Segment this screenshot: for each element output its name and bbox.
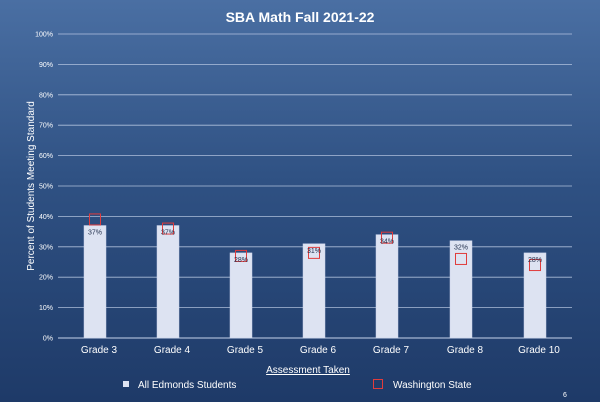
- x-axis-title: Assessment Taken: [266, 365, 350, 376]
- y-tick-label: 10%: [39, 305, 53, 312]
- y-tick-label: 70%: [39, 123, 53, 130]
- category-label: Grade 6: [300, 345, 337, 356]
- data-label: 28%: [528, 257, 542, 264]
- y-tick-labels: 0% 10% 20% 30% 40% 50% 60% 70% 80% 90% 100%: [35, 32, 53, 343]
- y-tick-label: 50%: [39, 184, 53, 191]
- bar: [375, 234, 399, 339]
- bar: [523, 252, 547, 339]
- legend-swatch-edmonds: [123, 381, 129, 387]
- bar: [156, 225, 180, 339]
- state-marker: [529, 259, 541, 272]
- data-label: 37%: [161, 230, 175, 237]
- y-tick-label: 90%: [39, 62, 53, 69]
- state-markers: [89, 213, 541, 272]
- category-labels: Grade 3 Grade 4 Grade 5 Grade 6 Grade 7 Grade…: [81, 345, 560, 356]
- state-marker: [235, 249, 247, 262]
- state-marker: [455, 252, 467, 265]
- data-label: 28%: [234, 257, 248, 264]
- data-label: 31%: [307, 248, 321, 255]
- y-tick-label: 0%: [43, 336, 53, 343]
- bar: [302, 243, 326, 339]
- page-number: 6: [563, 392, 567, 399]
- state-marker: [162, 222, 174, 235]
- y-tick-label: 80%: [39, 92, 53, 99]
- category-label: Grade 10: [518, 345, 560, 356]
- state-marker: [89, 213, 101, 226]
- data-label: 32%: [454, 245, 468, 252]
- category-label: Grade 4: [154, 345, 191, 356]
- y-tick-label: 40%: [39, 214, 53, 221]
- bar: [83, 225, 107, 339]
- state-marker: [381, 231, 393, 244]
- y-axis-title: Percent of Students Meeting Standard: [26, 101, 37, 271]
- category-label: Grade 5: [227, 345, 264, 356]
- gridlines: [58, 33, 572, 339]
- data-label: 37%: [88, 230, 102, 237]
- y-tick-label: 60%: [39, 153, 53, 160]
- legend-swatch-state: [373, 379, 383, 389]
- state-marker: [308, 246, 320, 259]
- category-label: Grade 7: [373, 345, 410, 356]
- category-label: Grade 8: [447, 345, 484, 356]
- y-tick-label: 20%: [39, 275, 53, 282]
- bar: [229, 252, 253, 339]
- data-label: 34%: [380, 239, 394, 246]
- bars: [83, 225, 547, 339]
- legend-label-state: Washington State: [393, 380, 472, 391]
- y-tick-label: 30%: [39, 244, 53, 251]
- bar: [449, 240, 473, 339]
- y-tick-label: 100%: [35, 32, 53, 39]
- data-labels: 37% 37% 28% 31% 34% 32% 28%: [88, 230, 542, 264]
- chart-title: SBA Math Fall 2021-22: [226, 9, 375, 25]
- category-label: Grade 3: [81, 345, 118, 356]
- legend-label-edmonds: All Edmonds Students: [138, 380, 236, 391]
